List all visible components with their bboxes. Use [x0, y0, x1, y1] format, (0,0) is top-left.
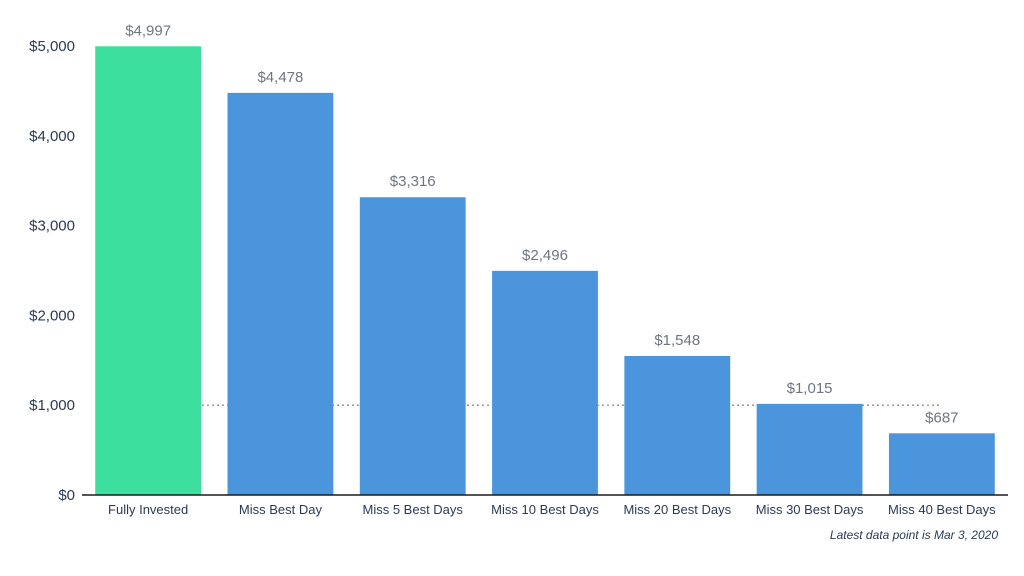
- data-label: $4,478: [257, 69, 303, 86]
- bar: [359, 197, 466, 495]
- bars: [95, 46, 995, 495]
- footnote: Latest data point is Mar 3, 2020: [829, 528, 998, 542]
- y-axis-ticks: $0 $1,000 $2,000 $3,000 $4,000 $5,000: [29, 38, 75, 504]
- y-tick-label: $2,000: [29, 307, 75, 324]
- y-tick-label: $3,000: [29, 218, 75, 235]
- x-tick-label: Miss 30 Best Days: [756, 502, 864, 517]
- data-label: $2,496: [522, 247, 568, 264]
- bar: [888, 433, 995, 495]
- x-tick-label: Miss 20 Best Days: [623, 502, 731, 517]
- bar: [624, 355, 731, 495]
- data-label: $1,548: [654, 332, 700, 349]
- bar: [492, 270, 598, 495]
- bar: [227, 92, 334, 495]
- x-axis-ticks: Fully Invested Miss Best Day Miss 5 Best D…: [108, 502, 996, 517]
- data-label: $3,316: [390, 173, 436, 190]
- y-tick-label: $0: [58, 487, 75, 504]
- data-labels: $4,997 $4,478 $3,316 $2,496 $1,548 $1,015 $687: [125, 22, 958, 426]
- data-label: $4,997: [125, 22, 171, 39]
- y-tick-label: $4,000: [29, 128, 75, 145]
- data-label: $687: [925, 409, 958, 426]
- x-tick-label: Miss 5 Best Days: [363, 502, 464, 517]
- x-tick-label: Miss Best Day: [239, 502, 323, 517]
- x-tick-label: Miss 40 Best Days: [888, 502, 996, 517]
- y-tick-label: $5,000: [29, 38, 75, 55]
- data-label: $1,015: [787, 380, 833, 397]
- x-tick-label: Miss 10 Best Days: [491, 502, 599, 517]
- y-tick-label: $1,000: [29, 397, 75, 414]
- bar: [95, 46, 202, 495]
- x-tick-label: Fully Invested: [108, 502, 188, 517]
- bar: [756, 403, 863, 495]
